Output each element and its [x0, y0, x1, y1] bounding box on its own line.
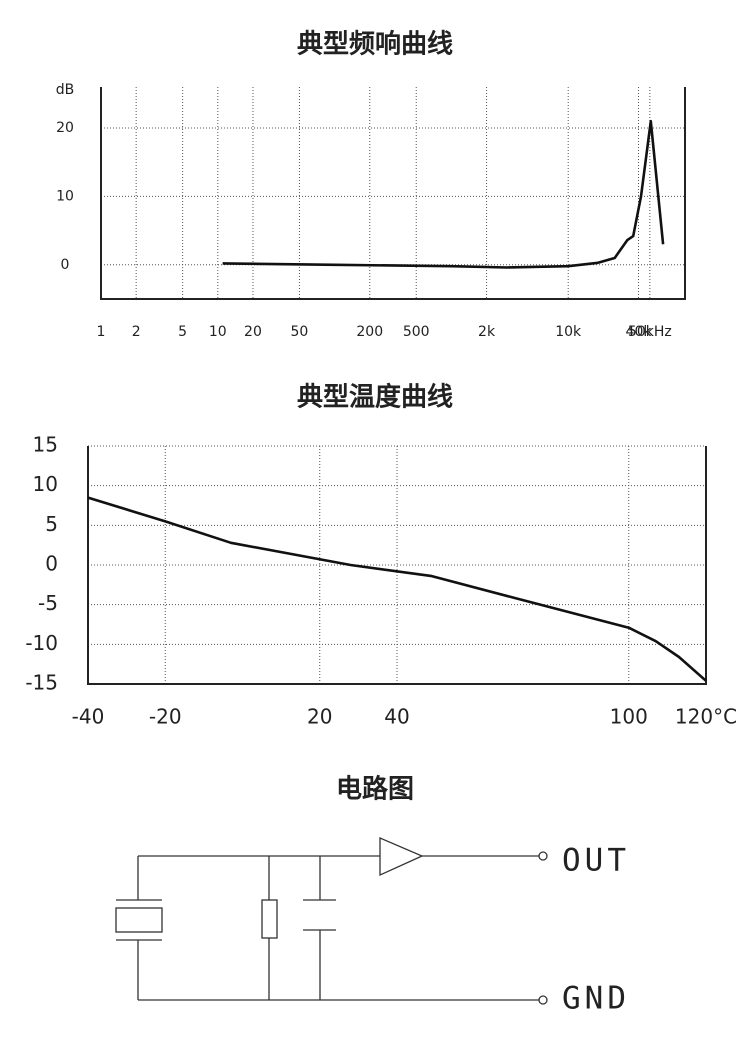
terminal	[538, 995, 548, 1005]
x-tick-label: 40k	[626, 324, 653, 340]
x-tick-label: 40	[384, 705, 409, 729]
x-tick-label: 2k	[478, 324, 496, 340]
capacitor	[303, 856, 336, 1000]
y-tick-label: -5	[38, 591, 58, 615]
x-tick-label: 2	[132, 324, 141, 340]
x-tick-label: 50	[291, 324, 309, 340]
x-tick-label: 500	[403, 324, 430, 340]
amplifier	[379, 837, 424, 877]
x-tick-label: 120°C	[675, 705, 737, 729]
out-label: OUT	[562, 843, 630, 879]
x-tick-label: 50kHz	[628, 324, 672, 340]
plot-frame	[100, 87, 686, 300]
y-tick-label: 0	[61, 257, 70, 273]
resistor	[261, 899, 278, 939]
x-tick-label: 5	[178, 324, 187, 340]
x-tick-label: 100	[610, 705, 648, 729]
data-line	[87, 496, 707, 682]
x-tick-label: 1	[97, 324, 106, 340]
chart-title: 典型频响曲线	[297, 29, 453, 60]
y-tick-label: -10	[25, 631, 58, 655]
y-tick-label: 20	[56, 120, 74, 136]
y-tick-label: -15	[25, 671, 58, 695]
plot-frame	[87, 446, 707, 685]
y-axis-label: dB	[56, 82, 75, 98]
y-tick-label: 5	[45, 512, 58, 536]
chart-title: 典型温度曲线	[297, 382, 453, 413]
gnd-label: GND	[562, 981, 630, 1017]
x-tick-label: 20	[307, 705, 332, 729]
circuit-diagram	[115, 837, 548, 1005]
x-tick-label: 20	[244, 324, 262, 340]
x-tick-label: 10	[209, 324, 227, 340]
x-tick-label: -40	[72, 705, 105, 729]
crystal-leads	[116, 856, 162, 1000]
circuit-title: 电路图	[336, 774, 414, 805]
y-tick-label: 0	[45, 552, 58, 576]
crystal	[115, 907, 163, 933]
wire	[138, 855, 539, 1001]
x-tick-label: 10k	[555, 324, 582, 340]
terminal	[538, 851, 548, 861]
data-line	[222, 119, 665, 269]
y-tick-label: 15	[33, 433, 58, 457]
y-tick-label: 10	[56, 188, 74, 204]
x-tick-label: -20	[149, 705, 182, 729]
y-tick-label: 10	[33, 472, 58, 496]
x-tick-label: 200	[356, 324, 383, 340]
